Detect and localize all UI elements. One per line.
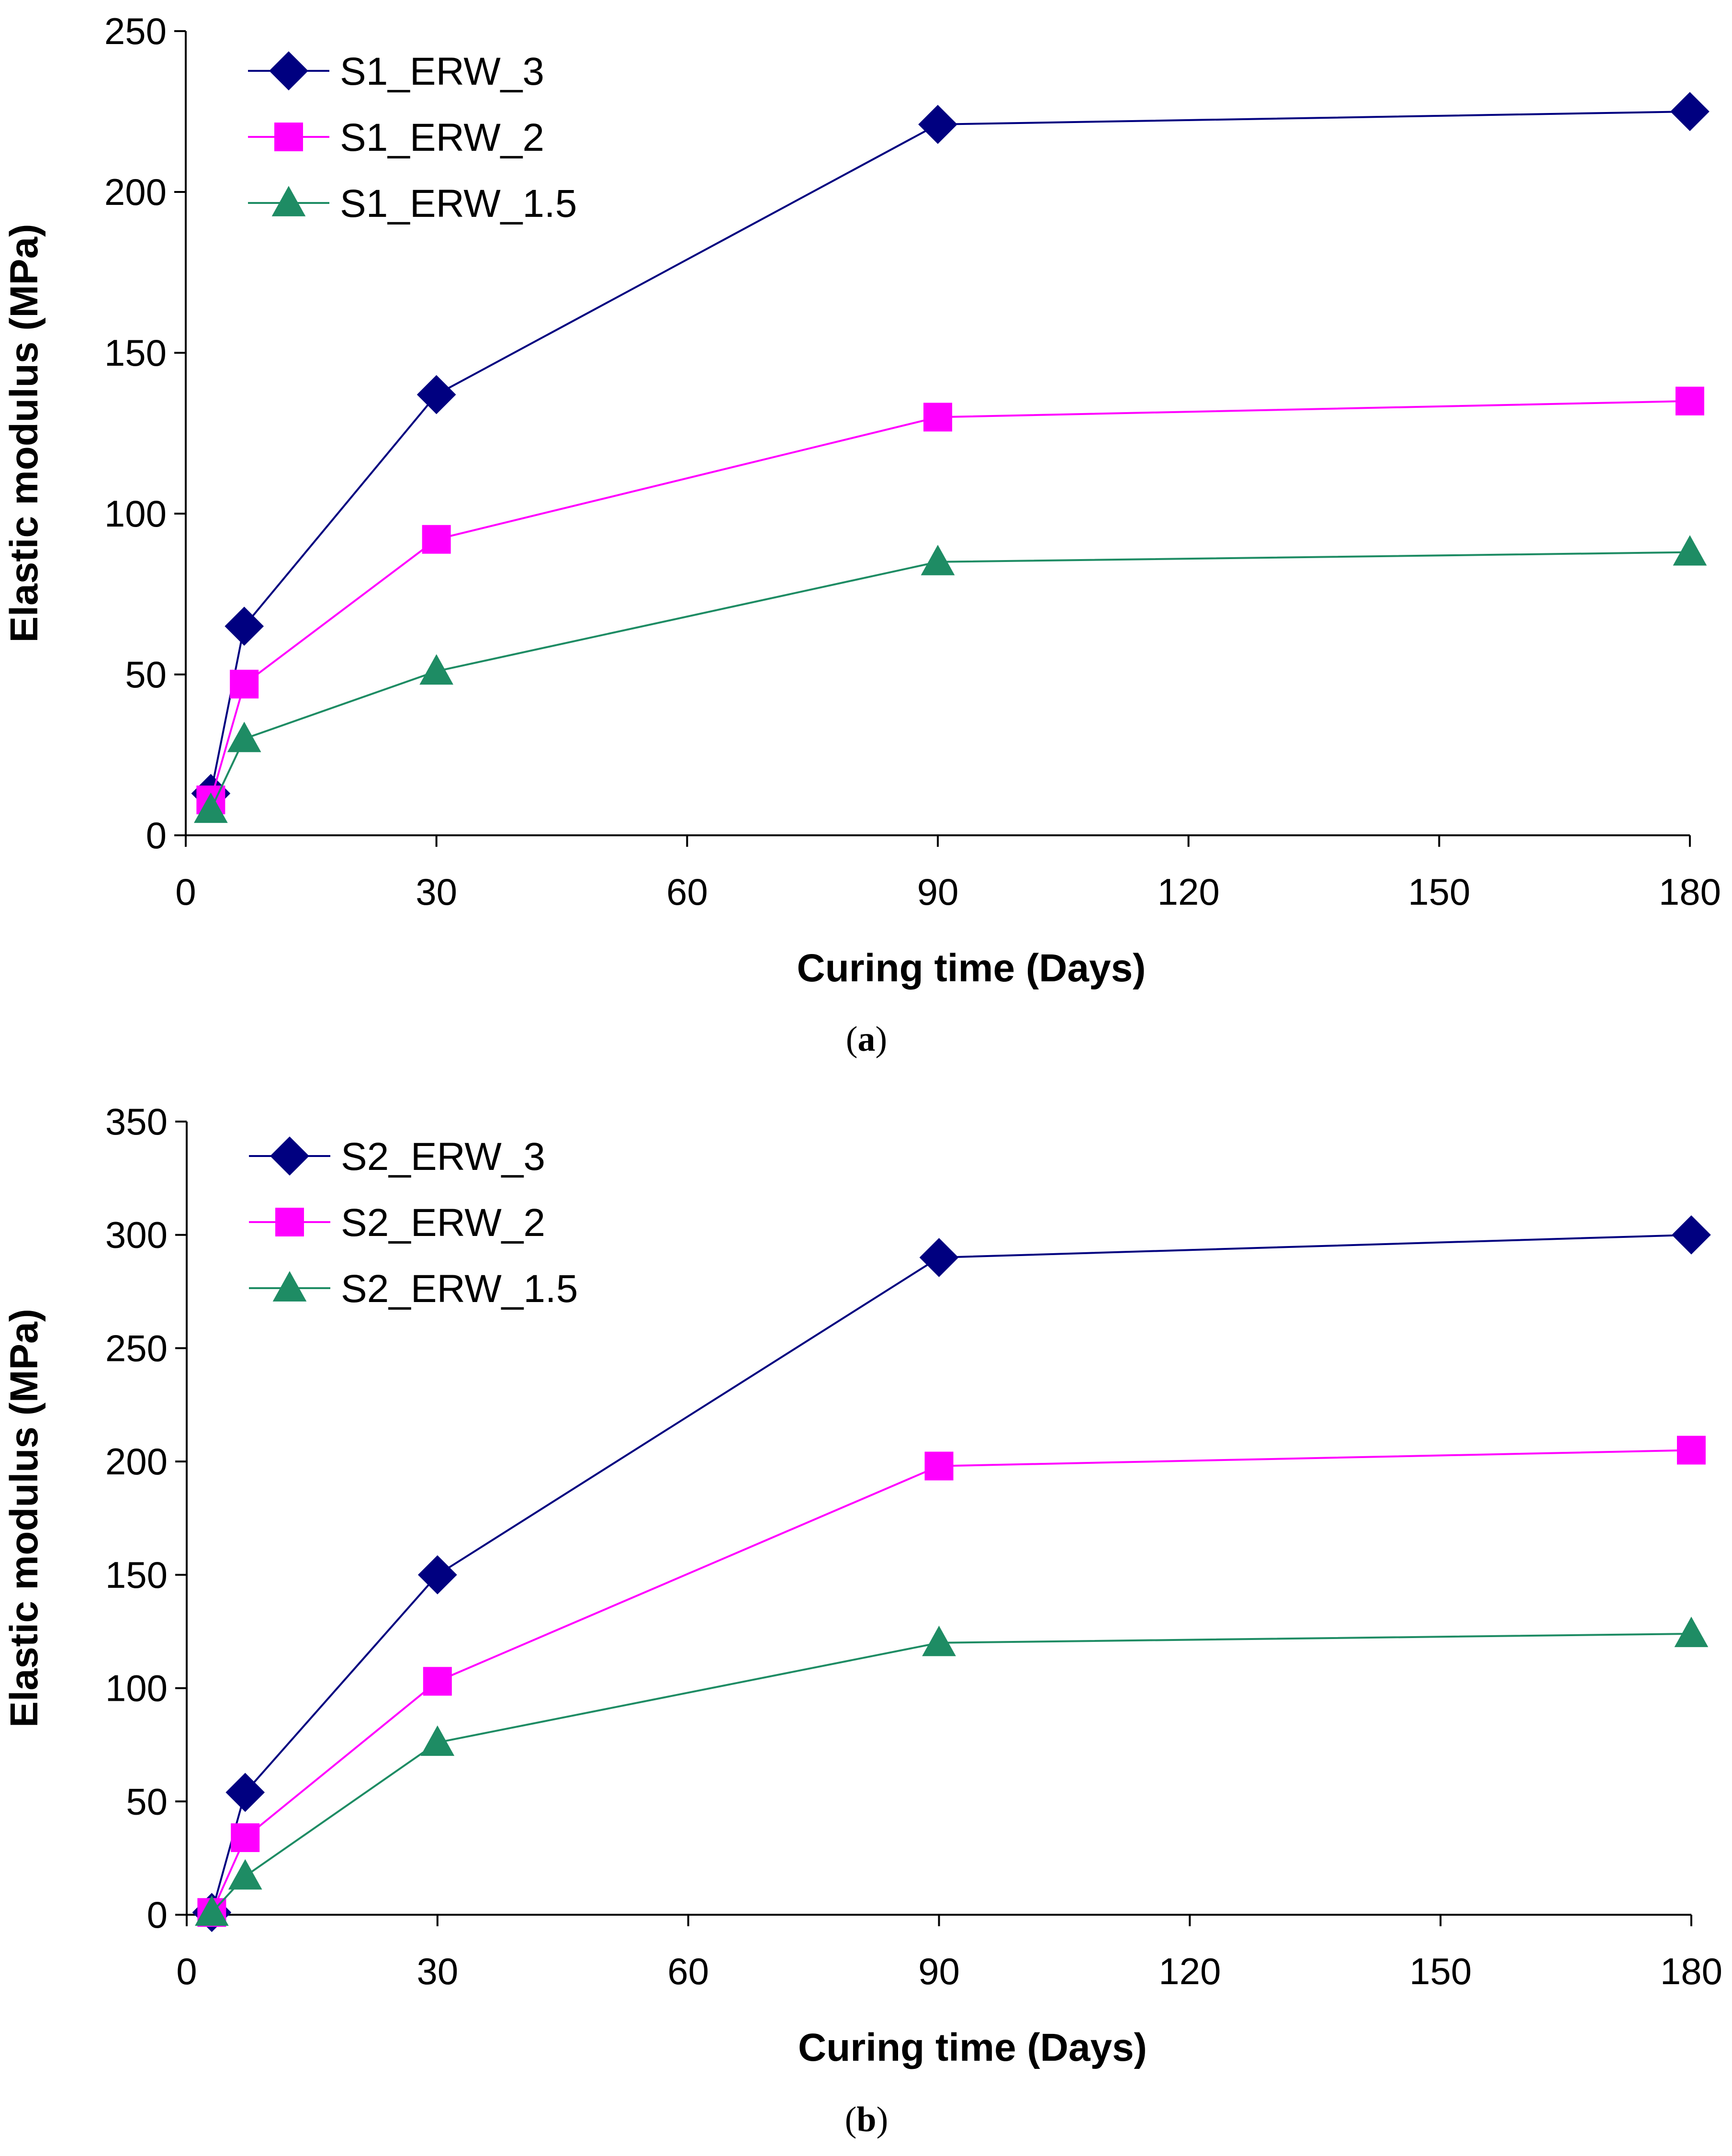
x-tick-label: 60: [666, 871, 708, 913]
x-tick-label: 180: [1660, 1950, 1722, 1992]
data-point: [1677, 1436, 1706, 1465]
legend-label: S1_ERW_2: [340, 116, 544, 159]
legend-marker: [274, 123, 303, 151]
legend-entry: S2_ERW_3: [249, 1135, 545, 1179]
data-point: [922, 1626, 956, 1656]
data-point: [1672, 1215, 1711, 1255]
series-S2_ERW_2: [197, 1436, 1706, 1927]
data-point: [921, 545, 955, 575]
caption-letter: b: [856, 2100, 876, 2139]
y-tick-label: 50: [126, 1780, 168, 1822]
legend-label: S2_ERW_1.5: [341, 1267, 578, 1311]
legend-marker: [269, 51, 308, 90]
series-S2_ERW_3: [192, 1215, 1711, 1932]
data-point: [1674, 1617, 1709, 1647]
y-tick-label: 300: [105, 1214, 168, 1256]
data-point: [919, 1238, 959, 1277]
series-S2_ERW_1.5: [195, 1617, 1709, 1926]
y-tick-label: 250: [105, 1327, 168, 1369]
legend-entry: S1_ERW_2: [248, 116, 544, 159]
chart-a: 0 50 100 150 200 250 0 30 60 90 120 150 180 Curing ti…: [2, 10, 1721, 1059]
x-tick-label: 150: [1409, 1950, 1472, 1992]
legend-marker: [270, 1136, 309, 1176]
data-point: [225, 606, 264, 646]
data-point: [416, 375, 456, 415]
y-tick-label: 200: [104, 171, 167, 213]
x-tick-label: 30: [416, 1950, 458, 1992]
legend-entry: S1_ERW_3: [248, 50, 544, 93]
y-tick-label: 250: [104, 10, 167, 52]
x-tick-label: 60: [667, 1950, 709, 1992]
x-tick-label: 90: [917, 871, 959, 913]
data-point: [923, 403, 952, 432]
data-point: [1676, 386, 1704, 415]
figure-caption: (b): [845, 2100, 888, 2139]
data-point: [420, 1725, 455, 1756]
y-tick-label: 0: [146, 814, 167, 856]
caption-letter: a: [858, 1020, 876, 1059]
legend-label: S2_ERW_2: [341, 1201, 545, 1245]
y-axis-title: Elastic modulus (MPa): [2, 224, 46, 643]
legend-label: S1_ERW_1.5: [340, 182, 577, 225]
series-S1_ERW_1.5: [194, 535, 1707, 823]
legend-entry: S2_ERW_1.5: [249, 1267, 578, 1311]
y-tick-label: 150: [105, 1554, 168, 1596]
data-point: [1670, 92, 1710, 131]
x-axis-title: Curing time (Days): [798, 2026, 1147, 2069]
legend-label: S2_ERW_3: [341, 1135, 545, 1179]
y-tick-label: 100: [105, 1667, 168, 1709]
y-tick-label: 200: [105, 1440, 168, 1482]
data-point: [419, 654, 454, 685]
figure-caption: (a): [846, 1020, 887, 1059]
data-point: [422, 525, 451, 554]
x-tick-label: 30: [416, 871, 457, 913]
legend-marker: [272, 1271, 307, 1302]
data-point: [1673, 535, 1707, 566]
data-point: [918, 105, 957, 144]
x-tick-label: 0: [176, 1950, 197, 1992]
legend-label: S1_ERW_3: [340, 50, 544, 93]
caption-close-paren: ): [876, 1020, 888, 1059]
data-point: [417, 1555, 457, 1595]
x-tick-label: 90: [918, 1950, 960, 1992]
y-tick-label: 0: [147, 1894, 168, 1936]
legend-entry: S2_ERW_2: [249, 1201, 545, 1245]
x-axis-title: Curing time (Days): [797, 946, 1146, 990]
series-S1_ERW_2: [196, 386, 1704, 815]
y-tick-label: 100: [104, 493, 167, 535]
caption-open-paren: (: [846, 1020, 858, 1059]
y-axis-title: Elastic modulus (MPa): [2, 1309, 46, 1728]
x-tick-label: 150: [1408, 871, 1470, 913]
y-tick-label: 350: [105, 1100, 168, 1143]
legend-marker: [271, 186, 306, 216]
series-line: [210, 400, 1690, 800]
data-point: [194, 792, 228, 823]
x-tick-label: 0: [175, 871, 196, 913]
data-point: [225, 1773, 265, 1812]
data-point: [924, 1451, 954, 1481]
legend-entry: S1_ERW_1.5: [248, 182, 577, 225]
caption-close-paren: ): [877, 2100, 888, 2139]
x-tick-label: 120: [1158, 1950, 1221, 1992]
data-point: [195, 1895, 229, 1926]
data-point: [231, 1823, 260, 1853]
x-tick-label: 180: [1659, 871, 1721, 913]
data-point: [227, 721, 261, 752]
data-point: [228, 1859, 262, 1890]
data-point: [423, 1667, 452, 1696]
x-tick-label: 120: [1158, 871, 1220, 913]
data-point: [230, 670, 259, 699]
chart-b: 0 50 100 150 200 250 300 350 0 30 60 90 120 150 180 Cur…: [2, 1100, 1722, 2139]
y-tick-label: 50: [125, 653, 167, 696]
legend-marker: [275, 1208, 304, 1236]
y-tick-label: 150: [104, 332, 167, 374]
caption-open-paren: (: [845, 2100, 857, 2139]
